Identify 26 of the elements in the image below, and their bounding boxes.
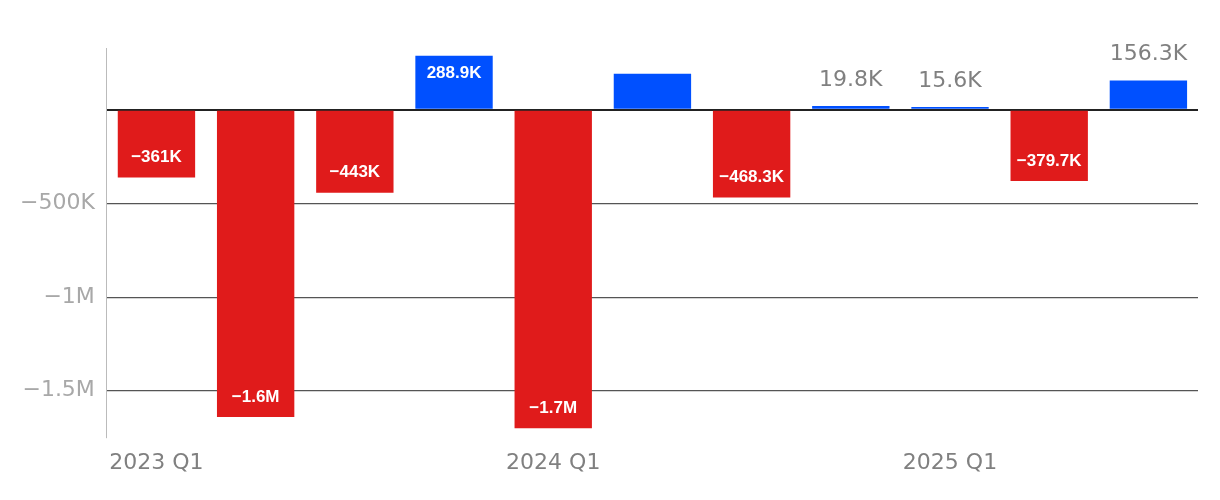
bar [216, 110, 295, 417]
data-label: −443K [329, 162, 381, 182]
bar [812, 106, 890, 109]
y-tick-label: −1M [43, 282, 95, 308]
data-label: −1.7M [529, 397, 578, 417]
data-label: −1.6M [231, 386, 280, 406]
x-tick-label: 2025 Q1 [902, 448, 998, 474]
bar [514, 110, 592, 429]
bar [117, 110, 196, 178]
bar [1109, 80, 1188, 109]
data-label: 19.8K [819, 65, 884, 91]
x-tick-label: 2023 Q1 [109, 448, 204, 474]
data-label: 156.3K [1109, 40, 1188, 66]
bar [1010, 110, 1088, 181]
x-tick-label: 2024 Q1 [506, 448, 601, 474]
data-label: −468.3K [719, 167, 785, 187]
data-label: −361K [131, 147, 183, 167]
data-label: 15.6K [918, 66, 983, 92]
data-label: −379.7K [1016, 150, 1083, 170]
bar [415, 55, 493, 109]
bar [613, 73, 692, 109]
bar [316, 110, 394, 193]
y-tick-label: −1.5M [22, 376, 95, 402]
bar [712, 110, 791, 198]
data-label: 288.9K [426, 63, 483, 83]
y-tick-label: −500K [19, 189, 96, 215]
